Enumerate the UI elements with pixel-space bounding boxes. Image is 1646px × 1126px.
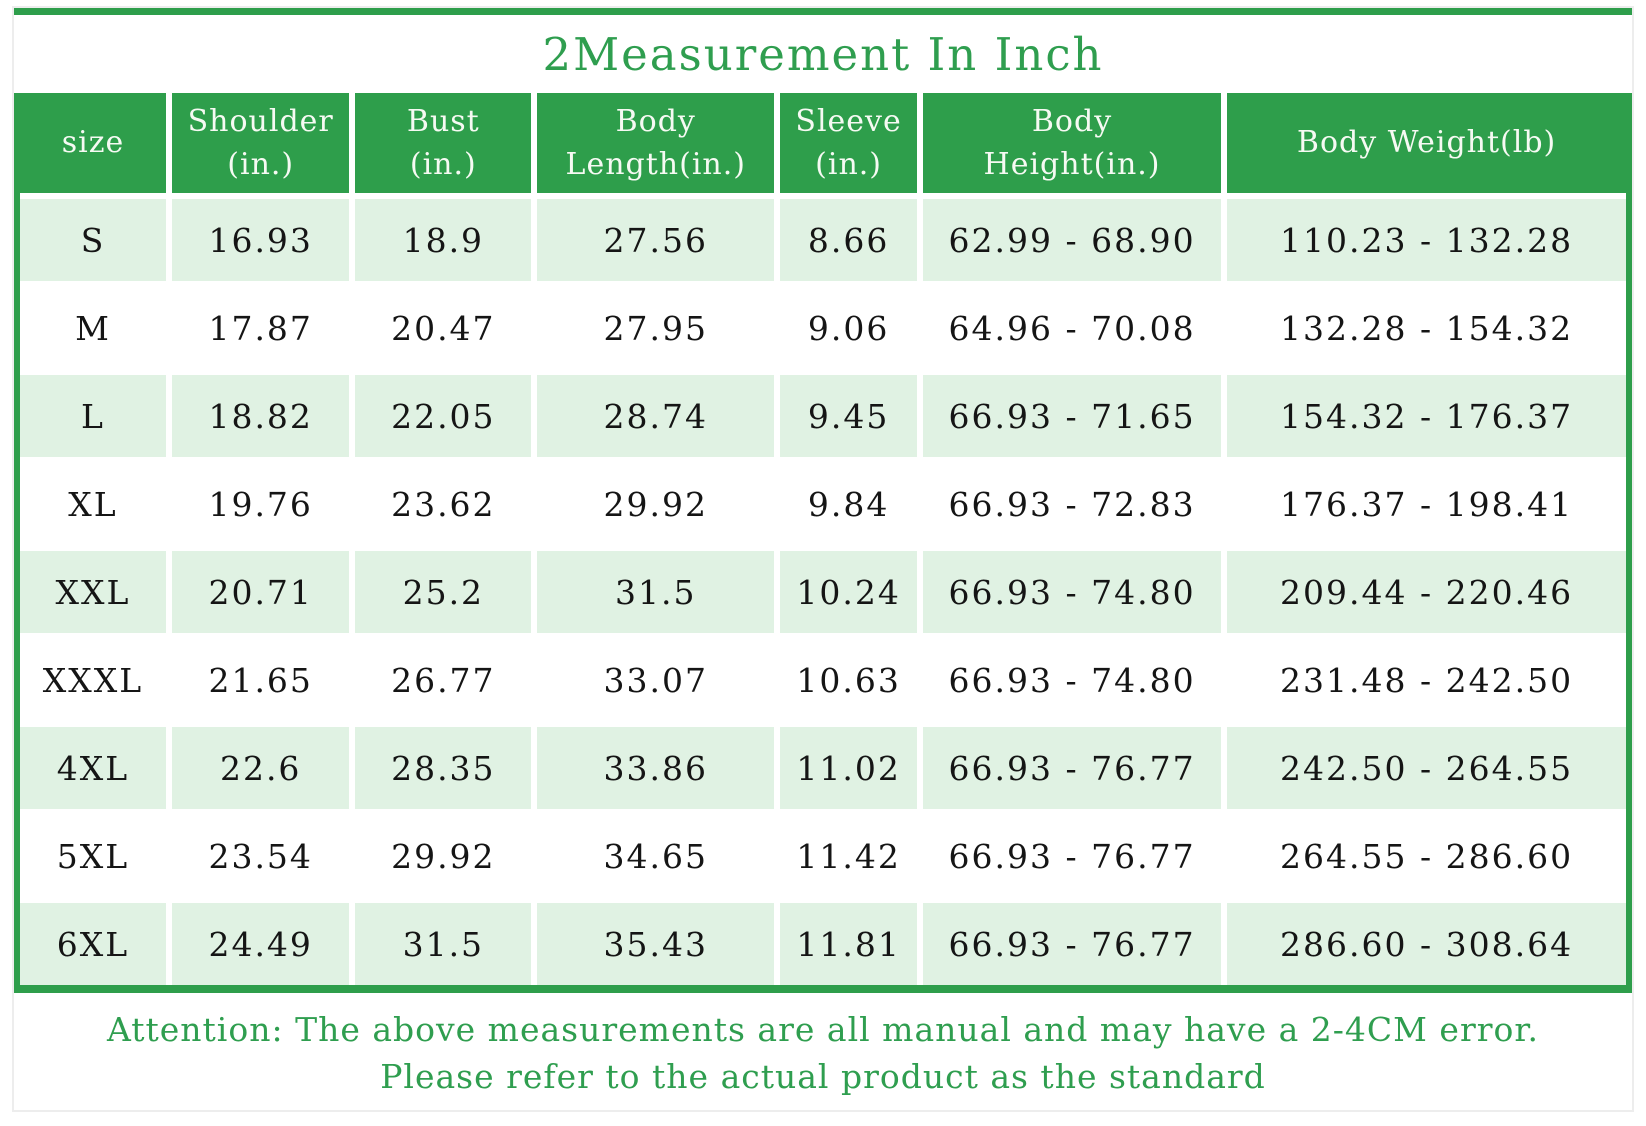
value-cell: 132.28 - 154.32 (1227, 287, 1626, 369)
value-cell: 31.5 (537, 551, 775, 633)
value-cell: 154.32 - 176.37 (1227, 375, 1626, 457)
attention-note-line2: Please refer to the actual product as th… (380, 1057, 1266, 1096)
top-divider (14, 8, 1632, 15)
value-cell: 242.50 - 264.55 (1227, 727, 1626, 809)
value-cell: 66.93 - 74.80 (922, 551, 1222, 633)
value-cell: 62.99 - 68.90 (922, 199, 1222, 281)
column-header: Bust (in.) (355, 93, 532, 193)
attention-note: Attention: The above measurements are al… (14, 993, 1632, 1100)
value-cell: 66.93 - 72.83 (922, 463, 1222, 545)
size-cell: L (20, 375, 166, 457)
value-cell: 21.65 (172, 639, 350, 721)
value-cell: 66.93 - 76.77 (922, 903, 1222, 985)
value-cell: 18.9 (355, 199, 532, 281)
column-header: Body Height(in.) (922, 93, 1222, 193)
value-cell: 66.93 - 76.77 (922, 815, 1222, 897)
value-cell: 33.86 (537, 727, 775, 809)
page-title: 2Measurement In Inch (542, 27, 1104, 81)
size-cell: 6XL (20, 903, 166, 985)
content-frame: 2Measurement In Inch size Shoulder (in.) B… (12, 6, 1634, 1112)
value-cell: 264.55 - 286.60 (1227, 815, 1626, 897)
size-table-body: S 16.93 18.9 27.56 8.66 62.99 - 68.90 110.23 -… (20, 199, 1626, 985)
table-row: XL 19.76 23.62 29.92 9.84 66.93 - 72.83 176.37… (20, 463, 1626, 545)
value-cell: 8.66 (780, 199, 917, 281)
value-cell: 28.35 (355, 727, 532, 809)
table-row: XXL 20.71 25.2 31.5 10.24 66.93 - 74.80 209.44… (20, 551, 1626, 633)
value-cell: 23.62 (355, 463, 532, 545)
value-cell: 286.60 - 308.64 (1227, 903, 1626, 985)
value-cell: 11.42 (780, 815, 917, 897)
value-cell: 27.95 (537, 287, 775, 369)
size-table: size Shoulder (in.) Bust (in.) Body Length(… (20, 93, 1626, 985)
value-cell: 10.24 (780, 551, 917, 633)
value-cell: 11.81 (780, 903, 917, 985)
value-cell: 9.45 (780, 375, 917, 457)
value-cell: 66.93 - 76.77 (922, 727, 1222, 809)
size-cell: XXL (20, 551, 166, 633)
value-cell: 18.82 (172, 375, 350, 457)
value-cell: 31.5 (355, 903, 532, 985)
value-cell: 66.93 - 71.65 (922, 375, 1222, 457)
column-header: Body Weight(lb) (1227, 93, 1626, 193)
value-cell: 9.06 (780, 287, 917, 369)
value-cell: 28.74 (537, 375, 775, 457)
value-cell: 29.92 (537, 463, 775, 545)
attention-note-line1: Attention: The above measurements are al… (106, 1010, 1540, 1049)
value-cell: 176.37 - 198.41 (1227, 463, 1626, 545)
value-cell: 23.54 (172, 815, 350, 897)
value-cell: 34.65 (537, 815, 775, 897)
value-cell: 9.84 (780, 463, 917, 545)
value-cell: 110.23 - 132.28 (1227, 199, 1626, 281)
size-cell: XL (20, 463, 166, 545)
value-cell: 19.76 (172, 463, 350, 545)
value-cell: 20.71 (172, 551, 350, 633)
value-cell: 231.48 - 242.50 (1227, 639, 1626, 721)
value-cell: 66.93 - 74.80 (922, 639, 1222, 721)
size-table-border: size Shoulder (in.) Bust (in.) Body Length(… (14, 93, 1632, 993)
value-cell: 64.96 - 70.08 (922, 287, 1222, 369)
table-row: 6XL 24.49 31.5 35.43 11.81 66.93 - 76.77 286.6… (20, 903, 1626, 985)
column-header: size (20, 93, 166, 193)
value-cell: 209.44 - 220.46 (1227, 551, 1626, 633)
column-header: Shoulder (in.) (172, 93, 350, 193)
table-row: 5XL 23.54 29.92 34.65 11.42 66.93 - 76.77 264.… (20, 815, 1626, 897)
value-cell: 20.47 (355, 287, 532, 369)
header-row: size Shoulder (in.) Bust (in.) Body Length(… (20, 93, 1626, 193)
size-cell: S (20, 199, 166, 281)
value-cell: 29.92 (355, 815, 532, 897)
value-cell: 24.49 (172, 903, 350, 985)
column-header: Body Length(in.) (537, 93, 775, 193)
table-row: XXXL 21.65 26.77 33.07 10.63 66.93 - 74.80 231… (20, 639, 1626, 721)
value-cell: 27.56 (537, 199, 775, 281)
table-row: L 18.82 22.05 28.74 9.45 66.93 - 71.65 154.32 … (20, 375, 1626, 457)
table-row: S 16.93 18.9 27.56 8.66 62.99 - 68.90 110.23 -… (20, 199, 1626, 281)
value-cell: 22.6 (172, 727, 350, 809)
table-row: M 17.87 20.47 27.95 9.06 64.96 - 70.08 132.28 … (20, 287, 1626, 369)
size-cell: XXXL (20, 639, 166, 721)
value-cell: 17.87 (172, 287, 350, 369)
size-cell: M (20, 287, 166, 369)
column-header: Sleeve (in.) (780, 93, 917, 193)
size-cell: 4XL (20, 727, 166, 809)
value-cell: 25.2 (355, 551, 532, 633)
value-cell: 22.05 (355, 375, 532, 457)
value-cell: 16.93 (172, 199, 350, 281)
value-cell: 35.43 (537, 903, 775, 985)
value-cell: 26.77 (355, 639, 532, 721)
value-cell: 33.07 (537, 639, 775, 721)
value-cell: 11.02 (780, 727, 917, 809)
table-row: 4XL 22.6 28.35 33.86 11.02 66.93 - 76.77 242.5… (20, 727, 1626, 809)
title-band: 2Measurement In Inch (14, 15, 1632, 93)
size-cell: 5XL (20, 815, 166, 897)
value-cell: 10.63 (780, 639, 917, 721)
size-table-head: size Shoulder (in.) Bust (in.) Body Length(… (20, 93, 1626, 193)
